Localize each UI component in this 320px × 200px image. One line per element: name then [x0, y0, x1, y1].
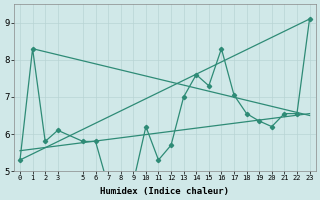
- X-axis label: Humidex (Indice chaleur): Humidex (Indice chaleur): [100, 187, 229, 196]
